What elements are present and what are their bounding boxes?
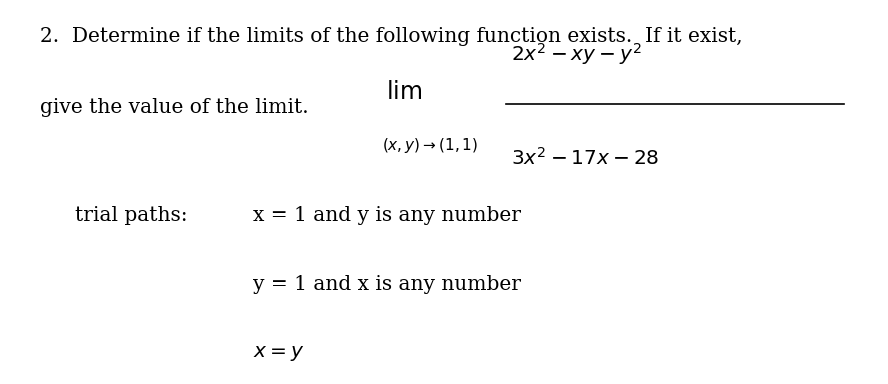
Text: x = 1 and y is any number: x = 1 and y is any number <box>253 205 521 225</box>
Text: trial paths:: trial paths: <box>75 205 188 225</box>
Text: $3x^2 - 17x - 28$: $3x^2 - 17x - 28$ <box>511 146 659 169</box>
Text: y = 1 and x is any number: y = 1 and x is any number <box>253 275 521 294</box>
Text: $\lim$: $\lim$ <box>386 81 423 104</box>
Text: $(x,y)\rightarrow(1,1)$: $(x,y)\rightarrow(1,1)$ <box>382 136 478 156</box>
Text: $x = y$: $x = y$ <box>253 344 305 363</box>
Text: give the value of the limit.: give the value of the limit. <box>40 98 309 117</box>
Text: $2x^2 - xy - y^2$: $2x^2 - xy - y^2$ <box>511 41 641 67</box>
Text: 2.  Determine if the limits of the following function exists.  If it exist,: 2. Determine if the limits of the follow… <box>40 27 742 46</box>
